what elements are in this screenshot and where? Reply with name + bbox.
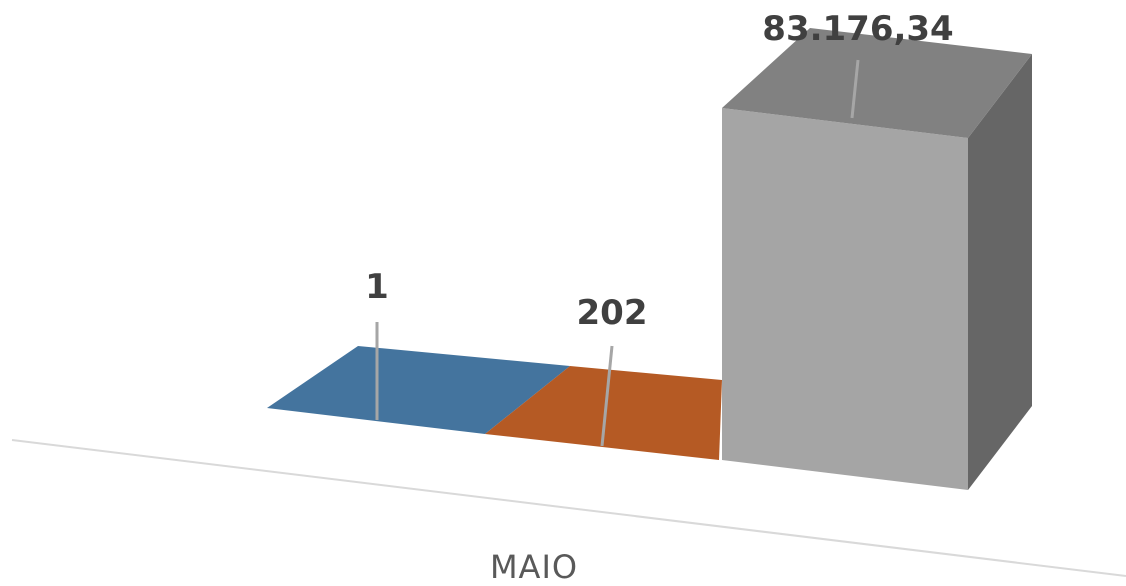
leader-line [850, 59, 860, 119]
category-label: MAIO [490, 548, 578, 586]
bar-top-face [485, 366, 722, 460]
data-labels: 1 202 83.176,34 [365, 9, 954, 333]
bar-3 [722, 28, 1032, 490]
floor-line [11, 439, 1126, 577]
bar-group [267, 28, 1032, 490]
leader-lines [375, 59, 860, 447]
bar-top-face [267, 346, 570, 434]
data-label-3: 83.176,34 [762, 9, 953, 49]
bar-side-face [968, 54, 1032, 490]
bar-1 [267, 346, 570, 434]
bar-top-face [722, 28, 1032, 138]
leader-line [600, 345, 614, 447]
data-label-1: 1 [365, 267, 389, 307]
bar-front-face [722, 108, 968, 490]
bar-2 [485, 366, 722, 460]
data-label-2: 202 [577, 293, 648, 333]
